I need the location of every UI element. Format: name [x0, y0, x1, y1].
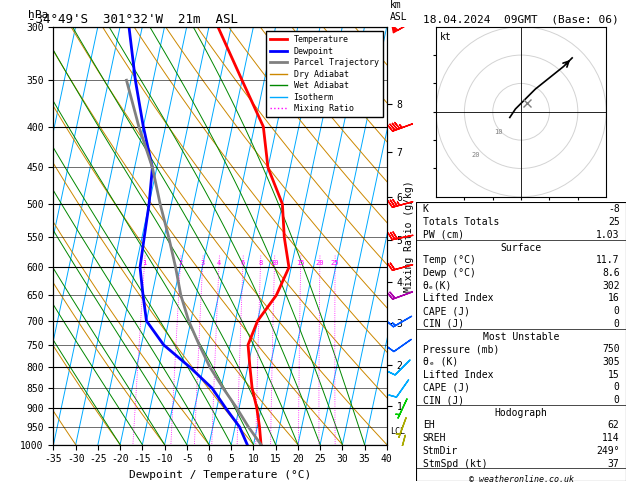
Text: 15: 15	[296, 260, 305, 266]
Text: Lifted Index: Lifted Index	[423, 370, 493, 380]
Text: θₑ(K): θₑ(K)	[423, 281, 452, 291]
Text: StmSpd (kt): StmSpd (kt)	[423, 458, 487, 469]
Text: 10: 10	[270, 260, 279, 266]
Legend: Temperature, Dewpoint, Parcel Trajectory, Dry Adiabat, Wet Adiabat, Isotherm, Mi: Temperature, Dewpoint, Parcel Trajectory…	[266, 31, 382, 117]
Text: CAPE (J): CAPE (J)	[423, 306, 470, 316]
Text: Most Unstable: Most Unstable	[483, 331, 559, 342]
Text: PW (cm): PW (cm)	[423, 230, 464, 240]
Text: StmDir: StmDir	[423, 446, 458, 456]
Text: Lifted Index: Lifted Index	[423, 294, 493, 303]
Text: 3: 3	[201, 260, 205, 266]
Text: Dewp (°C): Dewp (°C)	[423, 268, 476, 278]
Text: 0: 0	[614, 319, 620, 329]
Text: 20: 20	[316, 260, 324, 266]
Text: Temp (°C): Temp (°C)	[423, 255, 476, 265]
Text: 0: 0	[614, 306, 620, 316]
Text: 305: 305	[602, 357, 620, 367]
Text: 16: 16	[608, 294, 620, 303]
Text: 249°: 249°	[596, 446, 620, 456]
Text: 0: 0	[614, 382, 620, 392]
Text: 11.7: 11.7	[596, 255, 620, 265]
Text: 114: 114	[602, 433, 620, 443]
Text: LCL: LCL	[390, 427, 405, 436]
Text: -34°49'S  301°32'W  21m  ASL: -34°49'S 301°32'W 21m ASL	[28, 13, 238, 26]
Text: 302: 302	[602, 281, 620, 291]
Text: 25: 25	[608, 217, 620, 227]
Text: 2: 2	[178, 260, 182, 266]
Text: 6: 6	[241, 260, 245, 266]
Text: 18.04.2024  09GMT  (Base: 06): 18.04.2024 09GMT (Base: 06)	[423, 14, 619, 24]
Text: © weatheronline.co.uk: © weatheronline.co.uk	[469, 474, 574, 484]
Text: EH: EH	[423, 420, 435, 431]
Text: CAPE (J): CAPE (J)	[423, 382, 470, 392]
Y-axis label: Mixing Ratio (g/kg): Mixing Ratio (g/kg)	[404, 180, 414, 292]
Text: Hodograph: Hodograph	[494, 408, 548, 418]
Text: 10: 10	[494, 129, 503, 136]
Text: K: K	[423, 205, 428, 214]
Text: 1.03: 1.03	[596, 230, 620, 240]
Text: 0: 0	[614, 395, 620, 405]
Text: km
ASL: km ASL	[390, 0, 408, 22]
Text: 62: 62	[608, 420, 620, 431]
Text: 25: 25	[331, 260, 339, 266]
Text: CIN (J): CIN (J)	[423, 319, 464, 329]
X-axis label: Dewpoint / Temperature (°C): Dewpoint / Temperature (°C)	[129, 470, 311, 480]
Text: -8: -8	[608, 205, 620, 214]
Text: 4: 4	[217, 260, 221, 266]
Text: θₑ (K): θₑ (K)	[423, 357, 458, 367]
Text: SREH: SREH	[423, 433, 446, 443]
Text: 8: 8	[259, 260, 263, 266]
Text: 15: 15	[608, 370, 620, 380]
Text: Totals Totals: Totals Totals	[423, 217, 499, 227]
Text: Pressure (mb): Pressure (mb)	[423, 344, 499, 354]
Text: kt: kt	[440, 32, 451, 42]
Text: 1: 1	[142, 260, 147, 266]
Text: 37: 37	[608, 458, 620, 469]
Text: 750: 750	[602, 344, 620, 354]
Text: 8.6: 8.6	[602, 268, 620, 278]
Text: CIN (J): CIN (J)	[423, 395, 464, 405]
Text: hPa: hPa	[28, 11, 48, 20]
Text: Surface: Surface	[501, 243, 542, 253]
Text: 20: 20	[472, 152, 480, 158]
